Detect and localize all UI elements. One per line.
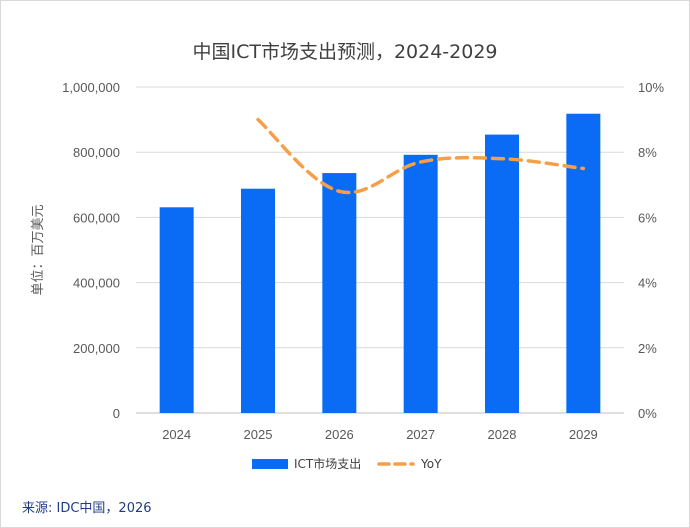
chart-title: 中国ICT市场支出预测，2024-2029 [192, 41, 497, 63]
source-note: 来源: IDC中国，2026 [22, 501, 152, 516]
y-tick-label: 400,000 [73, 276, 120, 291]
bar [485, 134, 519, 413]
bar-series [159, 113, 601, 414]
bar [159, 207, 194, 413]
x-tick-label: 2028 [488, 427, 517, 442]
y2-tick-label: 8% [638, 145, 657, 160]
y-tick-label: 1,000,000 [62, 80, 120, 95]
y2-tick-label: 10% [638, 80, 664, 95]
x-tick-label: 2026 [325, 427, 354, 442]
axes: 0 0% 200,000 2% 400,000 4% 600,000 6% 800,000 8% 1… [62, 80, 664, 442]
x-tick-label: 2027 [406, 427, 435, 442]
y-axis-label: 单位：百万美元 [31, 204, 46, 295]
legend: ICT市场支出 YoY [252, 456, 442, 471]
bar [241, 188, 275, 413]
y-tick-label: 200,000 [73, 341, 120, 356]
y2-tick-label: 0% [638, 406, 657, 421]
x-tick-label: 2024 [162, 427, 191, 442]
y-tick-label: 0 [113, 406, 120, 421]
y-tick-label: 600,000 [73, 210, 120, 225]
legend-label-line: YoY [420, 457, 442, 471]
legend-swatch-bar [252, 459, 288, 469]
x-tick-label: 2025 [244, 427, 273, 442]
bar [403, 154, 438, 414]
yoy-series [256, 117, 586, 195]
y2-tick-label: 6% [638, 210, 657, 225]
y2-tick-label: 2% [638, 341, 657, 356]
gridlines [136, 86, 624, 414]
x-tick-label: 2029 [569, 427, 598, 442]
bar [322, 173, 357, 413]
legend-label-bar: ICT市场支出 [294, 456, 361, 471]
y2-tick-label: 4% [638, 276, 657, 291]
bar [566, 113, 601, 414]
y-tick-label: 800,000 [73, 145, 120, 160]
yoy-line [256, 117, 586, 195]
